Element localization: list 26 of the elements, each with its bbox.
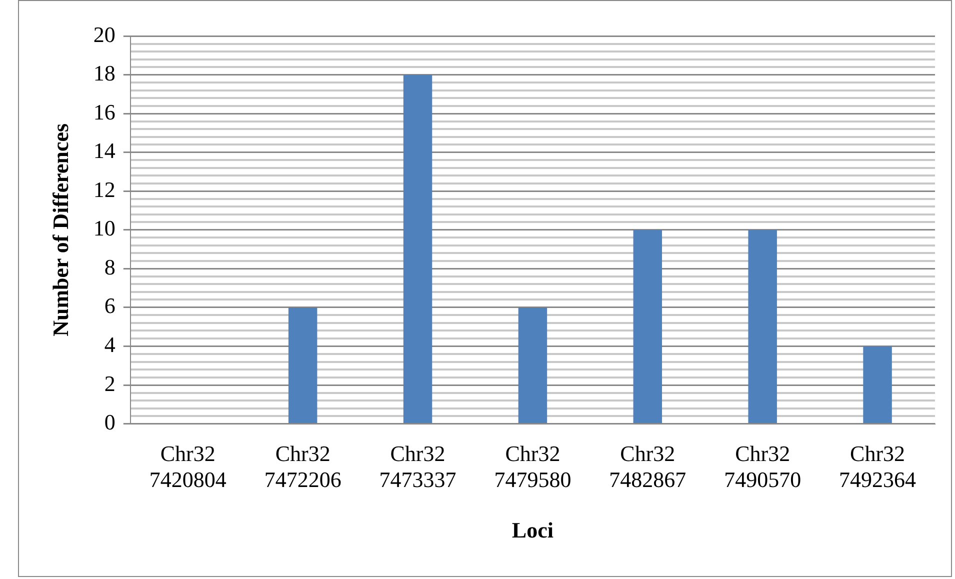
x-tick-label: Chr32 7490570 — [724, 440, 802, 492]
y-tick-label: 6 — [104, 293, 116, 318]
x-tick-label: Chr32 7420804 — [149, 440, 226, 492]
bar — [748, 230, 777, 424]
y-tick-label: 16 — [93, 99, 116, 124]
y-tick-label: 18 — [93, 60, 116, 86]
x-tick-label: Chr32 7472206 — [264, 440, 342, 492]
y-tick-label: 2 — [104, 370, 116, 396]
y-tick-label: 4 — [104, 332, 116, 358]
y-tick-label: 14 — [93, 138, 116, 164]
bar — [403, 74, 432, 424]
y-tick-label: 8 — [104, 254, 116, 280]
bar — [288, 307, 318, 424]
y-axis-title: Number of Differences — [48, 122, 73, 336]
bar — [863, 346, 892, 424]
y-tick-label: 0 — [104, 410, 116, 435]
x-tick-label: Chr32 7492364 — [839, 440, 916, 492]
x-tick-label: Chr32 7473337 — [379, 440, 456, 492]
x-tick-label: Chr32 7482867 — [609, 440, 686, 492]
y-tick-label: 12 — [93, 176, 116, 202]
y-tick-label: 10 — [93, 216, 116, 241]
y-tick-label: 20 — [93, 22, 116, 47]
x-tick-label: Chr32 7479580 — [494, 440, 572, 492]
x-axis-title: Loci — [512, 517, 554, 542]
bar — [518, 307, 548, 424]
bar — [633, 230, 662, 424]
